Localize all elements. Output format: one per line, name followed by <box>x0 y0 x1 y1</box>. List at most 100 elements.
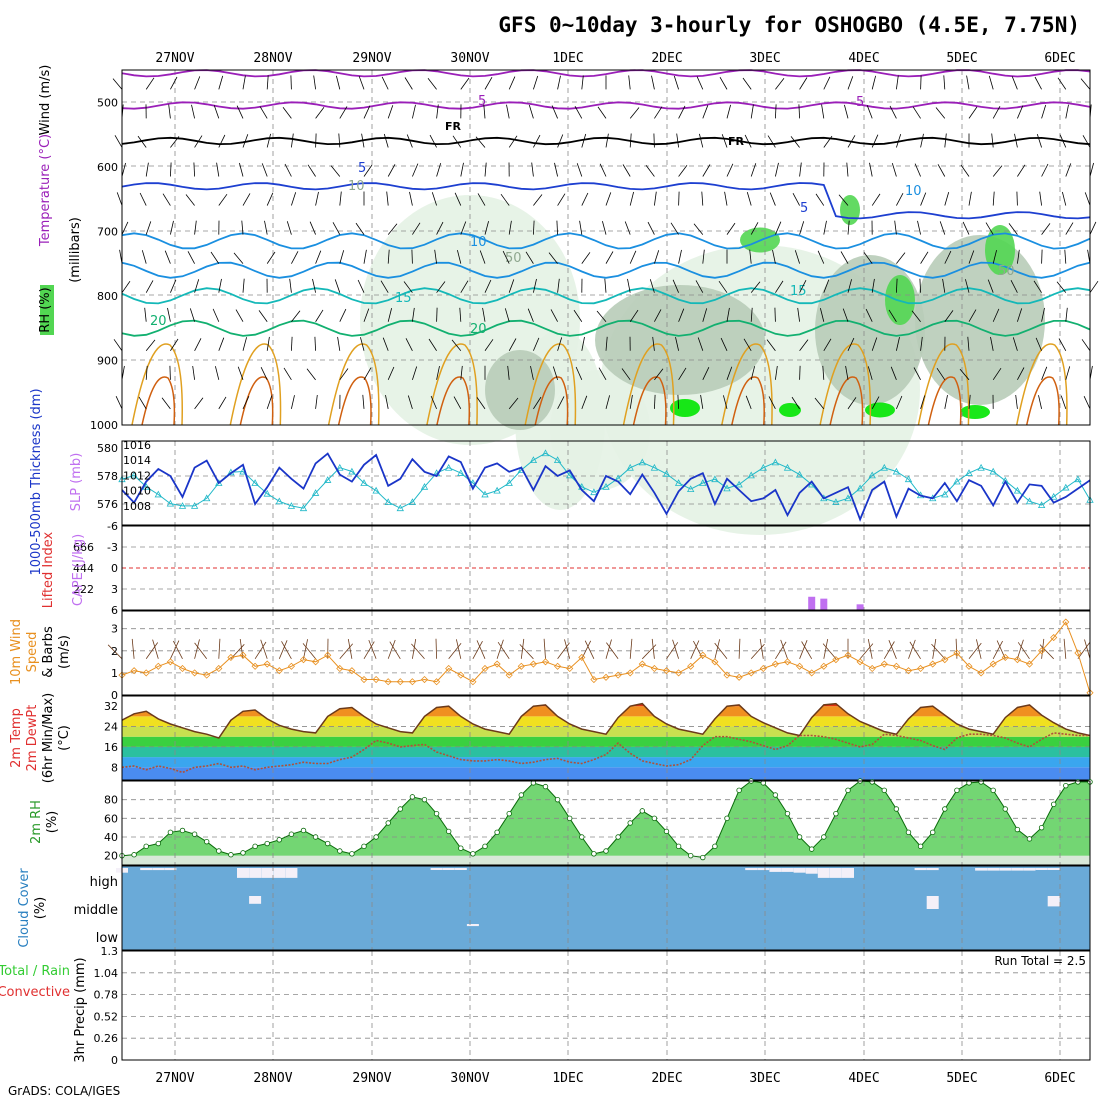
wind-barb <box>1034 76 1042 90</box>
cloud-cell <box>273 868 286 878</box>
wind-barb <box>476 397 486 410</box>
top-date-label: 3DEC <box>749 51 780 66</box>
wind-barb <box>484 220 489 235</box>
wind-point <box>735 673 743 681</box>
wind-barb <box>448 642 462 660</box>
slp-point <box>771 458 780 466</box>
wind-barb <box>817 250 825 264</box>
rh-point <box>252 843 258 850</box>
wind-barb <box>726 307 730 322</box>
slp-point <box>178 502 187 509</box>
axis-label: Speed <box>25 632 40 673</box>
wind-barb <box>678 165 688 177</box>
y-tick-label: 40 <box>104 831 118 844</box>
slp-point <box>638 458 646 466</box>
wind-barb <box>259 106 268 119</box>
slp-point <box>287 502 296 509</box>
y-tick-label: 3 <box>111 583 118 596</box>
wind-barb <box>338 133 341 148</box>
contour-label: 50 <box>998 264 1015 279</box>
wind-barb <box>363 164 373 177</box>
wind-point <box>675 669 683 677</box>
temp-band <box>122 726 1090 737</box>
wind-barb <box>170 76 178 90</box>
wind-barb <box>434 249 437 264</box>
contour-label: 5 <box>358 161 366 176</box>
warm-contour <box>917 343 970 426</box>
wind-barb <box>579 220 583 235</box>
wind-barb <box>673 75 679 90</box>
footer-credit: GrADS: COLA/IGES <box>8 1084 120 1098</box>
wind-point <box>650 664 658 673</box>
contour-label: 5 <box>478 94 486 109</box>
rh-point <box>639 808 645 814</box>
wind-barb <box>382 337 389 351</box>
wind-barb <box>508 279 515 293</box>
wind-barb <box>380 280 389 293</box>
wind-barb <box>1063 638 1067 659</box>
slp-point <box>420 482 429 490</box>
wind-barb <box>750 643 765 660</box>
axis-label: 10m Wind <box>9 619 24 685</box>
wind-barb <box>847 220 850 235</box>
wind-barb <box>621 368 631 381</box>
wind-barb <box>436 366 440 380</box>
wind-barb <box>482 307 486 322</box>
wind-barb <box>847 279 852 293</box>
rh-point <box>688 852 694 859</box>
rh-point <box>700 854 706 861</box>
wind-barb <box>962 221 970 235</box>
wind-barb <box>383 133 389 148</box>
slp-point <box>590 488 598 496</box>
wind-barb <box>750 104 754 119</box>
rh-point <box>349 851 355 857</box>
precip-frame <box>121 950 1091 1061</box>
wind-barb <box>242 337 247 351</box>
wind-barb <box>823 220 827 235</box>
wind-barb <box>960 164 970 177</box>
rh-point <box>627 820 633 826</box>
wind-point <box>130 667 138 675</box>
wind-barb <box>775 365 778 380</box>
wind-barb <box>282 106 292 119</box>
slp-point <box>396 504 404 512</box>
wind-barb <box>460 365 463 380</box>
wind-barb <box>330 165 341 177</box>
wind-barb <box>131 638 135 659</box>
rh-frame <box>121 780 1091 866</box>
cloud-cell <box>430 868 443 870</box>
wind-barb <box>629 133 632 148</box>
wind-barb <box>987 279 994 293</box>
warm-contour <box>436 376 471 426</box>
wind-barb <box>629 394 633 409</box>
wind-barb <box>436 104 439 119</box>
wind-point <box>965 662 973 670</box>
wind-barb <box>233 252 244 264</box>
wind-barb <box>116 192 123 206</box>
rh-point <box>845 787 851 794</box>
wind-barb <box>194 279 200 293</box>
contour-label: FR <box>728 135 745 148</box>
wind-barb <box>254 641 267 660</box>
slp-point <box>602 482 610 490</box>
wind-barb <box>815 193 825 206</box>
wind-point <box>880 660 888 668</box>
rh-point <box>240 850 246 856</box>
y-tick-label: 1000 <box>90 419 118 432</box>
rh-point <box>554 796 561 803</box>
slp-point <box>154 490 162 498</box>
contour-label: 15 <box>790 284 807 299</box>
wind-barb <box>385 395 389 409</box>
wind-barb <box>363 308 370 322</box>
wind-barb <box>965 279 970 293</box>
wind-barb <box>944 310 954 322</box>
wind-barb <box>605 192 612 206</box>
y-tick-label: 32 <box>104 700 118 713</box>
wind-barb <box>361 133 365 148</box>
wind-barb <box>242 278 245 293</box>
wind-barb <box>943 75 946 90</box>
cloud-cell <box>1023 868 1036 871</box>
y2-tick-label: 1008 <box>123 500 151 513</box>
cloud-cell <box>261 868 274 878</box>
